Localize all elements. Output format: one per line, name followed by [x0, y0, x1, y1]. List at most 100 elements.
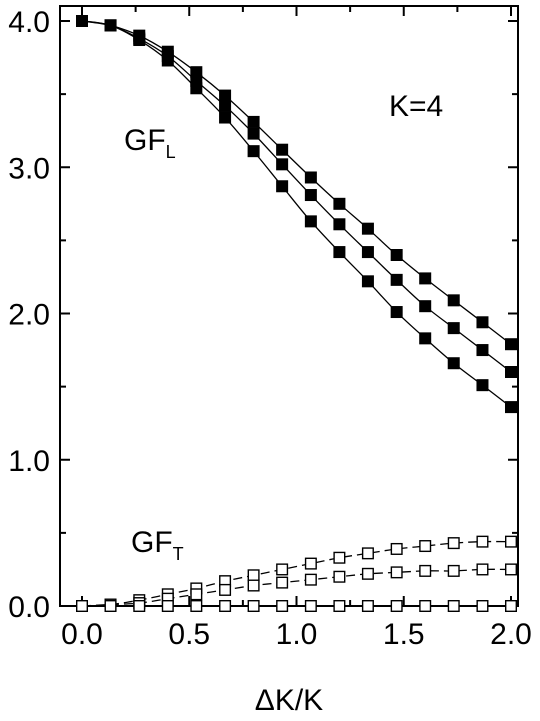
data-point-open [505, 563, 518, 576]
series-line-2 [81, 20, 512, 373]
data-point-open [361, 567, 374, 580]
data-point-open [476, 600, 489, 613]
data-point-filled [447, 357, 460, 370]
data-point-open [419, 564, 432, 577]
x-tick-label: 2.0 [490, 618, 532, 651]
data-point-open [276, 563, 289, 576]
data-point-filled [333, 218, 346, 231]
data-point-open [190, 600, 203, 613]
data-point-open [361, 547, 374, 560]
data-point-open [247, 579, 260, 592]
y-tick-label: 0.0 [8, 591, 50, 624]
series-line-4 [81, 540, 512, 607]
data-point-open [333, 570, 346, 583]
gfl-label-main: GF [124, 124, 166, 157]
series-line-3 [81, 20, 512, 408]
data-point-filled [476, 316, 489, 329]
y-tick-label: 1.0 [8, 445, 50, 478]
x-tick-label: 0.0 [61, 618, 103, 651]
data-point-filled [476, 379, 489, 392]
data-point-filled [247, 127, 260, 140]
data-point-filled [505, 401, 517, 414]
plot-frame [59, 5, 519, 607]
data-point-open [476, 535, 489, 548]
k-label: K=4 [389, 90, 443, 123]
data-point-open [247, 600, 260, 613]
data-point-open [390, 542, 403, 555]
data-point-filled [419, 332, 432, 345]
data-point-open [190, 588, 203, 601]
gfl-label: GFL [124, 124, 176, 162]
data-point-filled [247, 115, 260, 128]
data-point-open [390, 600, 403, 613]
gfl-label-sub: L [166, 142, 176, 162]
y-tick-label: 3.0 [8, 152, 50, 185]
y-tick-label: 2.0 [8, 299, 50, 332]
data-point-open [75, 600, 88, 613]
data-point-filled [219, 99, 232, 112]
data-point-filled [447, 294, 460, 307]
data-point-filled [361, 275, 374, 288]
data-point-filled [476, 344, 489, 357]
data-point-filled [361, 246, 374, 259]
data-point-open [161, 600, 174, 613]
data-point-filled [333, 197, 346, 210]
data-point-filled [361, 222, 374, 235]
data-point-open [304, 557, 317, 570]
y-tick-label: 4.0 [8, 6, 50, 39]
x-axis-label: ΔK/K [255, 684, 323, 717]
data-point-open [247, 569, 260, 582]
data-point-filled [219, 111, 232, 124]
data-point-filled [304, 171, 317, 184]
series-line-1 [81, 20, 512, 345]
data-point-filled [219, 89, 232, 102]
data-point-open [419, 540, 432, 553]
data-point-filled [190, 82, 203, 95]
tick-labels: 0.0 0.5 1.0 1.5 2.0 0.0 1.0 2.0 3.0 4.0 [8, 6, 532, 651]
data-point-open [505, 535, 518, 548]
data-point-filled [247, 145, 260, 158]
x-tick-label: 1.0 [276, 618, 318, 651]
data-point-open [276, 576, 289, 589]
data-point-filled [276, 180, 289, 193]
data-point-filled [133, 34, 146, 47]
x-tick-label: 0.5 [168, 618, 210, 651]
gft-label-main: GF [131, 526, 173, 559]
data-point-filled [333, 246, 346, 259]
data-point-open [447, 537, 460, 550]
data-point-filled [447, 322, 460, 335]
data-point-open [219, 600, 232, 613]
series-markers [75, 15, 518, 613]
data-point-filled [304, 189, 317, 202]
data-point-filled [276, 158, 289, 171]
data-point-open [333, 551, 346, 564]
data-point-open [447, 600, 460, 613]
gft-label-sub: T [173, 544, 184, 564]
data-point-filled [390, 249, 403, 261]
data-point-filled [505, 366, 517, 378]
series-lines [81, 20, 512, 607]
data-point-filled [104, 19, 117, 32]
data-point-open [276, 600, 289, 613]
data-point-open [361, 600, 374, 613]
series-line-5 [81, 568, 512, 607]
data-point-filled [304, 215, 317, 228]
data-point-filled [390, 306, 403, 319]
data-point-filled [505, 338, 517, 351]
data-point-filled [161, 54, 174, 67]
data-point-open [219, 583, 232, 596]
data-point-filled [419, 300, 432, 313]
data-point-open [133, 600, 146, 613]
data-point-open [419, 600, 432, 613]
data-point-open [333, 600, 346, 613]
data-point-open [390, 566, 403, 579]
data-point-open [476, 563, 489, 576]
data-point-open [304, 573, 317, 586]
data-point-open [104, 600, 117, 613]
data-point-open [447, 564, 460, 577]
data-point-filled [390, 273, 403, 286]
data-point-open [304, 600, 317, 613]
gft-label: GFT [131, 526, 184, 564]
data-point-filled [76, 15, 88, 27]
